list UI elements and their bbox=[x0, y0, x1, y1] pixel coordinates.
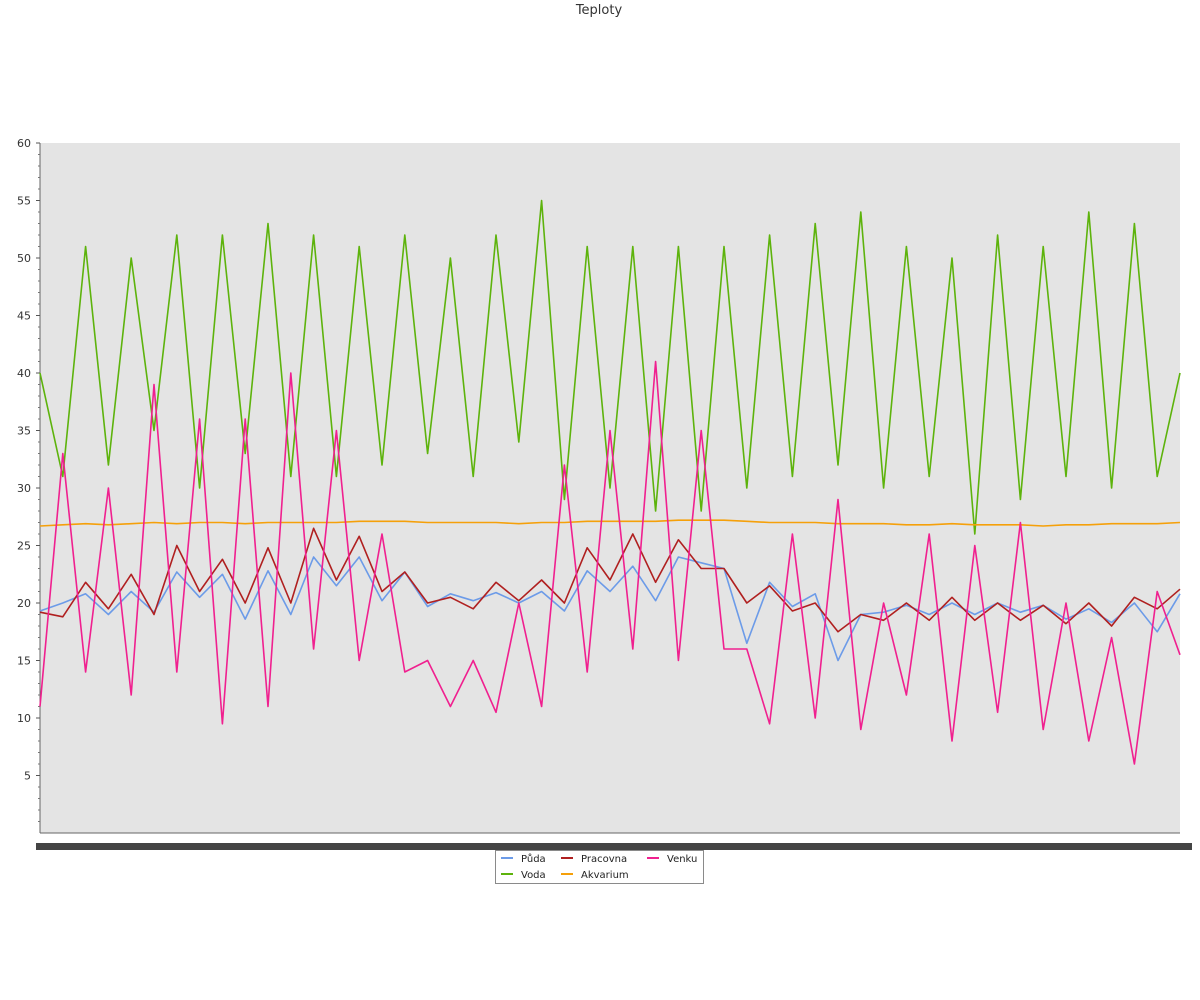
y-tick-label: 50 bbox=[17, 252, 31, 265]
legend-item: Voda bbox=[501, 870, 546, 881]
y-tick-label: 40 bbox=[17, 367, 31, 380]
legend-item: Půda bbox=[501, 854, 546, 865]
legend-swatch bbox=[501, 857, 513, 859]
legend-label: Půda bbox=[521, 854, 546, 865]
x-axis-tick-labels-band bbox=[36, 843, 1192, 850]
series-layer bbox=[39, 199, 1181, 765]
legend-swatch bbox=[561, 857, 573, 859]
legend-swatch bbox=[501, 873, 513, 875]
y-tick-label: 35 bbox=[17, 425, 31, 438]
y-tick-label: 15 bbox=[17, 655, 31, 668]
legend-item: Pracovna bbox=[561, 854, 627, 865]
series-line-2 bbox=[39, 199, 1181, 535]
legend-label: Akvarium bbox=[581, 870, 629, 881]
legend-label: Pracovna bbox=[581, 854, 628, 865]
legend-swatch bbox=[561, 873, 573, 875]
series-line-1 bbox=[39, 527, 1181, 633]
legend-label: Venku bbox=[667, 854, 698, 865]
y-tick-label: 60 bbox=[17, 137, 31, 150]
y-tick-label: 45 bbox=[17, 310, 31, 323]
legend-label: Voda bbox=[521, 870, 546, 881]
y-tick-label: 10 bbox=[17, 712, 31, 725]
legend: Půda Pracovna Venku Voda Akvarium bbox=[495, 850, 704, 884]
legend-swatch bbox=[647, 857, 659, 859]
legend-item: Venku bbox=[647, 854, 697, 865]
y-tick-label: 55 bbox=[17, 195, 31, 208]
y-tick-label: 30 bbox=[17, 482, 31, 495]
y-tick-label: 25 bbox=[17, 540, 31, 553]
y-tick-label: 5 bbox=[24, 770, 31, 783]
y-tick-label: 20 bbox=[17, 597, 31, 610]
series-line-4 bbox=[39, 360, 1181, 765]
series-line-3 bbox=[39, 519, 1181, 527]
legend-item: Akvarium bbox=[561, 870, 629, 881]
y-axis: 5 10 15 20 25 30 35 40 45 50 55 60 bbox=[17, 137, 41, 833]
series-line-0 bbox=[39, 556, 1181, 662]
chart-title: Teploty bbox=[575, 3, 623, 18]
